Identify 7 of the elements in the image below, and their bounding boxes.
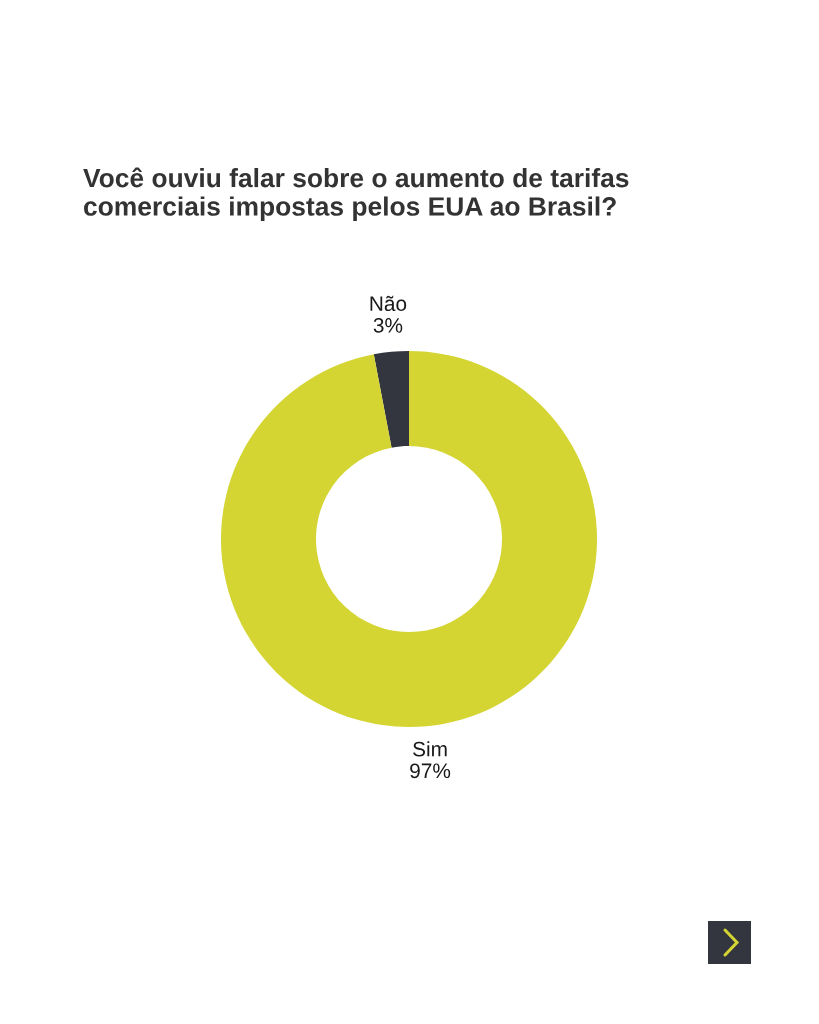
donut-slice <box>221 351 597 727</box>
data-label: 97% <box>410 763 451 779</box>
slice-label: Sim <box>413 741 447 757</box>
donut-slice <box>373 351 409 448</box>
data-label: 3% <box>373 317 403 333</box>
chart-title: Você ouviu falar sobre o aumento de tarifas comerciais impostas pelos EUA ao Brasil? <box>83 167 629 222</box>
slice-label: Não <box>370 295 407 312</box>
